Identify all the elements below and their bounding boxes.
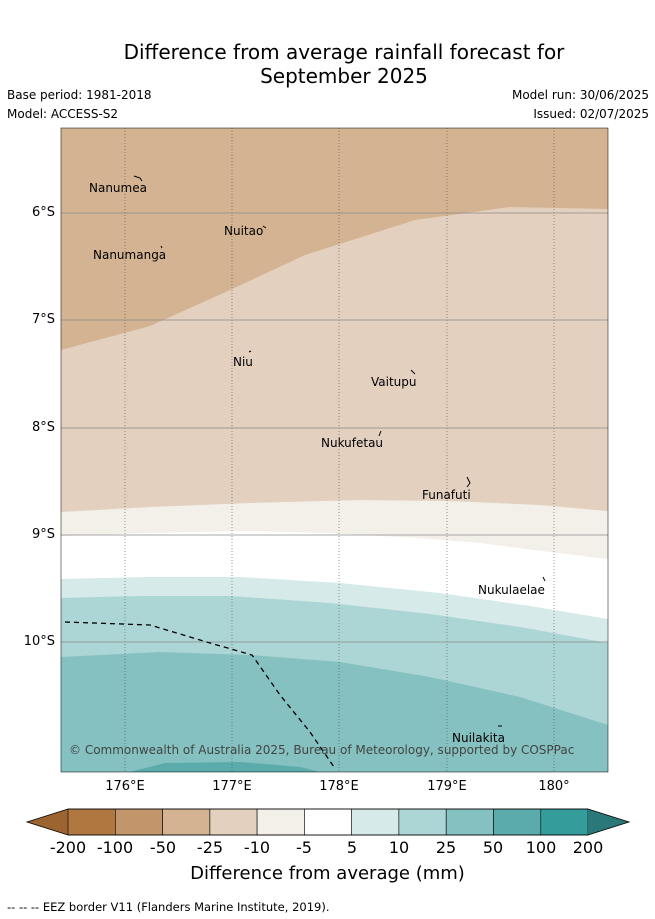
map-frame xyxy=(60,127,609,773)
colorbar-tick: 50 xyxy=(482,838,504,857)
label-nuilakita: Nuilakita xyxy=(452,731,505,745)
label-nanumanga: Nanumanga xyxy=(93,248,166,262)
lon-label-177: 177°E xyxy=(212,779,252,794)
colorbar-tick: 100 xyxy=(525,838,557,857)
lon-label-176: 176°E xyxy=(105,779,145,794)
label-nukulaelae: Nukulaelae xyxy=(478,583,545,597)
colorbar-tick: -100 xyxy=(96,838,134,857)
model-run: Model run: 30/06/2025 xyxy=(511,88,649,102)
eez-legend: -- -- -- EEZ border V11 (Flanders Marine… xyxy=(7,900,330,914)
title-line-2: September 2025 xyxy=(260,64,428,88)
label-nukufetau: Nukufetau xyxy=(321,436,383,450)
band-50-to-100 xyxy=(130,762,320,772)
niu-island xyxy=(248,350,252,353)
base-period: Base period: 1981-2018 xyxy=(7,88,152,102)
label-vaitupu: Vaitupu xyxy=(371,375,417,389)
colorbar-tick: 200 xyxy=(572,838,604,857)
colorbar-tick: -200 xyxy=(49,838,87,857)
colorbar-swatch xyxy=(115,808,163,836)
colorbar xyxy=(25,808,631,836)
colorbar-swatch xyxy=(256,808,305,836)
colorbar-swatch xyxy=(540,808,589,836)
colorbar-swatch xyxy=(351,808,400,836)
colorbar-tick: 10 xyxy=(388,838,410,857)
nuitao-island xyxy=(262,225,267,229)
colorbar-swatch xyxy=(162,808,211,836)
lon-label-179: 179°E xyxy=(427,779,467,794)
nanumanga-island xyxy=(160,245,163,249)
label-nanumea: Nanumea xyxy=(89,181,147,195)
issued-date: Issued: 02/07/2025 xyxy=(533,107,649,121)
lon-label-178: 178°E xyxy=(319,779,359,794)
nukufetau-island xyxy=(378,430,382,437)
nukulaelae-island xyxy=(542,576,546,582)
colorbar-high-extension xyxy=(588,809,629,835)
label-nuitao: Nuitao xyxy=(224,224,263,238)
colorbar-swatch xyxy=(398,808,447,836)
model-name: Model: ACCESS-S2 xyxy=(7,107,119,121)
colorbar-tick: -25 xyxy=(196,838,224,857)
lat-label-6s: 6°S xyxy=(31,205,55,220)
lat-label-10s: 10°S xyxy=(23,634,55,649)
colorbar-swatch xyxy=(209,808,258,836)
nanumea-island xyxy=(133,175,143,182)
label-funafuti: Funafuti xyxy=(422,488,471,502)
colorbar-title: Difference from average (mm) xyxy=(190,863,465,884)
colorbar-swatch xyxy=(493,808,542,836)
colorbar-swatch xyxy=(67,808,116,836)
colorbar-tick: -5 xyxy=(296,838,312,857)
colorbar-swatch xyxy=(304,808,352,836)
map-title: Difference from average rainfall forecas… xyxy=(0,40,655,88)
label-niu: Niu xyxy=(233,355,253,369)
colorbar-tick: -50 xyxy=(149,838,177,857)
copyright-notice: © Commonwealth of Australia 2025, Bureau… xyxy=(69,743,574,757)
colorbar-tick: 25 xyxy=(435,838,457,857)
eez-border xyxy=(64,621,335,768)
funafuti-island xyxy=(466,476,471,488)
colorbar-tick: 5 xyxy=(346,838,358,857)
vaitupu-island xyxy=(410,369,416,375)
lat-label-7s: 7°S xyxy=(31,312,55,327)
title-line-1: Difference from average rainfall forecas… xyxy=(123,40,565,64)
colorbar-low-extension xyxy=(27,809,68,835)
lat-label-9s: 9°S xyxy=(31,527,55,542)
band-25-to-50 xyxy=(61,652,608,772)
colorbar-tick: -10 xyxy=(243,838,271,857)
lon-label-180: 180° xyxy=(538,779,570,794)
lat-label-8s: 8°S xyxy=(31,420,55,435)
colorbar-swatch xyxy=(445,808,494,836)
